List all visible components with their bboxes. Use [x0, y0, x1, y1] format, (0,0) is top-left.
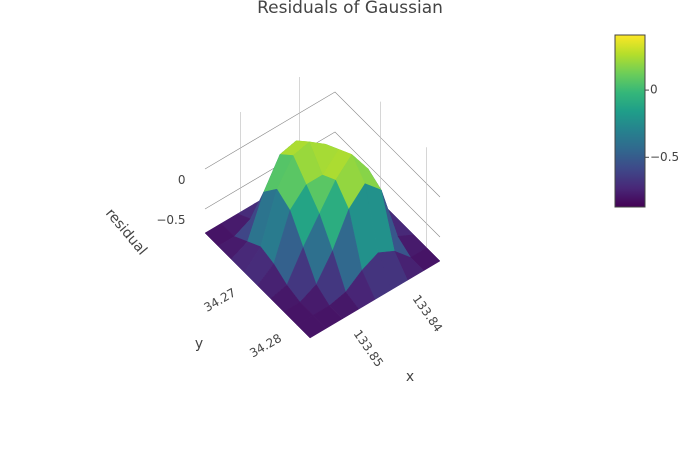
y-tick-label: 34.27	[202, 285, 239, 314]
x-tick-label: 133.84	[410, 292, 446, 334]
surface-patch	[296, 314, 327, 339]
z-grid-line	[204, 91, 441, 198]
z-tick-label: 0	[178, 173, 186, 187]
y-axis-title: y	[195, 336, 203, 352]
z-grid-line	[204, 131, 441, 238]
colorbar	[614, 34, 646, 208]
x-axis-title: x	[406, 369, 414, 385]
y-tick-label: 34.28	[247, 331, 284, 360]
colorbar-tick-label: 0	[650, 83, 658, 97]
surface	[204, 140, 441, 339]
x-tick-label: 133.85	[351, 327, 387, 369]
chart-title: Residuals of Gaussian	[257, 0, 443, 18]
z-tick-label: −0.5	[156, 213, 185, 227]
z-axis-title: residual	[102, 206, 150, 259]
colorbar-tick-label: −0.5	[650, 150, 679, 164]
